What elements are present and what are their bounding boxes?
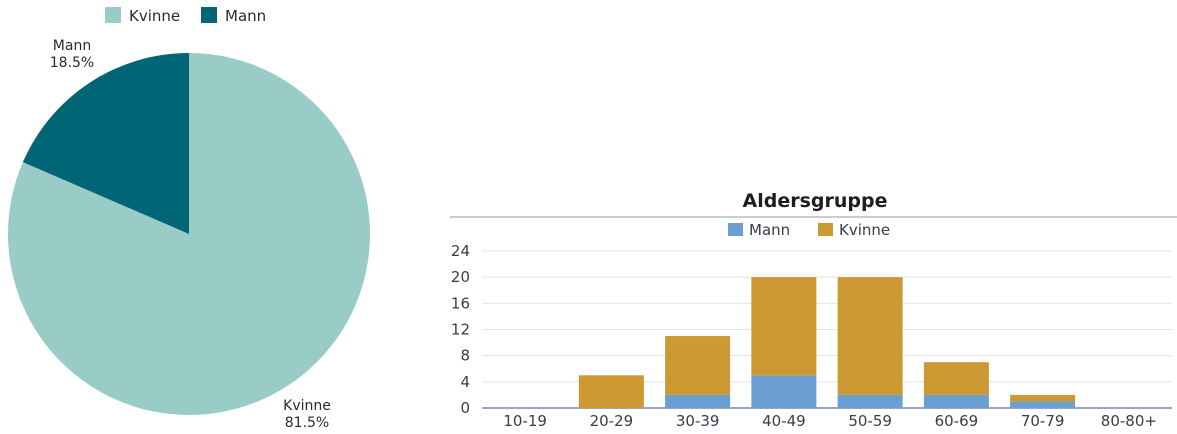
y-tick-label: 12 — [451, 321, 470, 339]
x-tick-label: 70-79 — [1021, 412, 1065, 430]
bar-kvinne-40-49 — [751, 277, 817, 376]
bar-mann-70-79 — [1010, 401, 1076, 408]
pie-label-percent-mann: 18.5% — [50, 55, 94, 71]
x-tick-label: 50-59 — [848, 412, 892, 430]
pie-legend-label-kvinne: Kvinne — [129, 7, 180, 25]
x-tick-label: 10-19 — [503, 412, 547, 430]
bar-legend-label-kvinne: Kvinne — [839, 221, 890, 239]
pie-legend: Kvinne Mann — [105, 7, 266, 25]
y-tick-label: 16 — [451, 294, 470, 312]
pie-legend-swatch-mann — [201, 7, 217, 23]
y-tick-label: 20 — [451, 268, 470, 286]
bar-legend-swatch-mann — [728, 223, 743, 236]
bar-legend-label-mann: Mann — [749, 221, 790, 239]
pie-label-name-kvinne: Kvinne — [283, 398, 331, 414]
pie-legend-label-mann: Mann — [225, 7, 266, 25]
pie-slice-kvinne — [8, 53, 371, 415]
pie-label-percent-kvinne: 81.5% — [285, 415, 329, 431]
y-tick-label: 0 — [460, 399, 470, 417]
pie-label-name-mann: Mann — [53, 38, 91, 54]
pie-slice-mann — [22, 53, 189, 234]
y-tick-label: 24 — [451, 242, 470, 260]
bar-legend-swatch-kvinne — [818, 223, 833, 236]
bar-mann-30-39 — [665, 394, 731, 408]
bar-kvinne-60-69 — [923, 362, 989, 395]
bar-kvinne-70-79 — [1010, 394, 1076, 402]
bar-mann-60-69 — [923, 394, 989, 408]
bar-chart-title: Aldersgruppe — [743, 190, 888, 212]
bar-kvinne-30-39 — [665, 336, 731, 395]
bar-mann-50-59 — [837, 394, 903, 408]
bar-mann-40-49 — [751, 375, 817, 408]
pie-legend-swatch-kvinne — [105, 7, 121, 23]
y-tick-label: 4 — [460, 373, 470, 391]
x-tick-label: 60-69 — [935, 412, 979, 430]
x-tick-label: 20-29 — [590, 412, 634, 430]
bar-kvinne-50-59 — [837, 277, 903, 395]
x-tick-label: 80-80+ — [1101, 412, 1157, 430]
x-tick-label: 30-39 — [676, 412, 720, 430]
bar-chart: Aldersgruppe Mann Kvinne 0 4 8 12 16 20 24 10-19 20… — [450, 190, 1177, 430]
y-tick-label: 8 — [460, 347, 470, 365]
bar-kvinne-20-29 — [578, 375, 644, 408]
x-tick-label: 40-49 — [762, 412, 806, 430]
